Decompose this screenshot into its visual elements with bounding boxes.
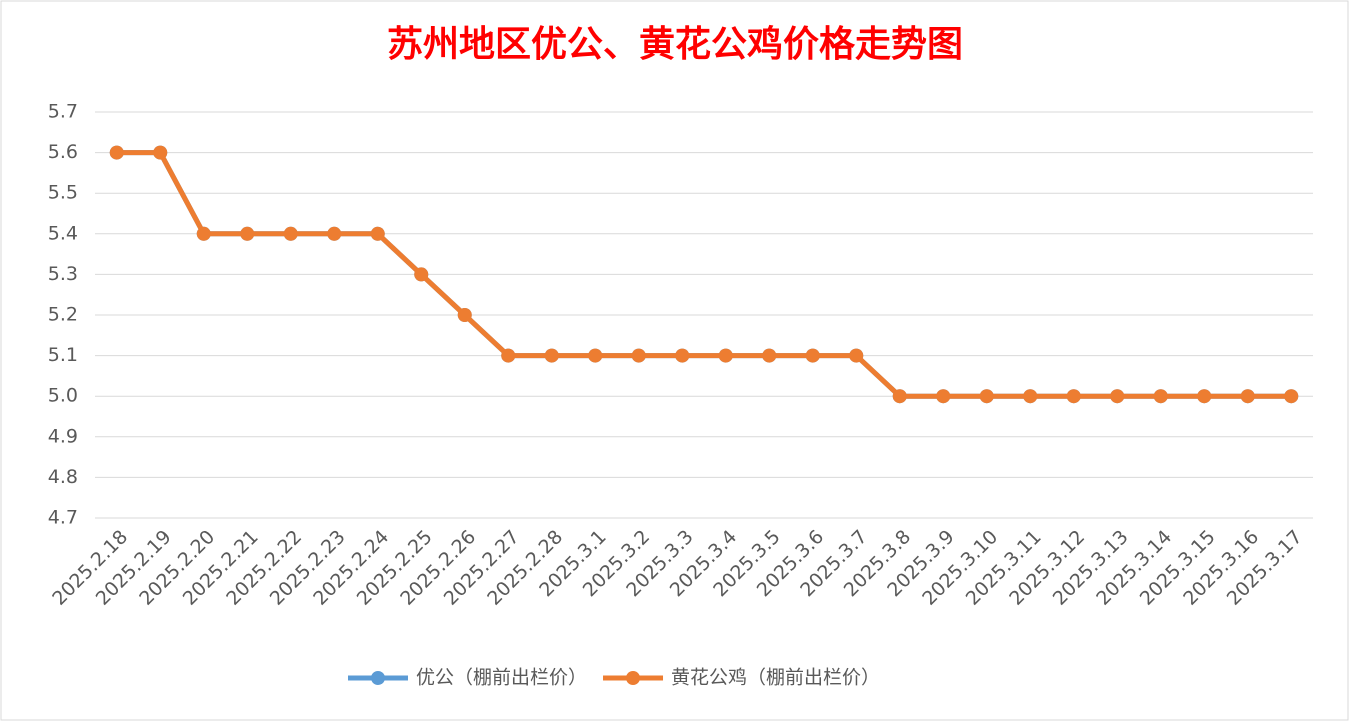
legend-label: 优公（棚前出栏价） xyxy=(416,667,587,689)
y-tick-label: 5.5 xyxy=(48,182,78,204)
data-point xyxy=(370,226,385,241)
data-point xyxy=(109,145,124,160)
data-point xyxy=(979,389,994,404)
data-point xyxy=(936,389,951,404)
data-point xyxy=(501,348,516,363)
chart-title: 苏州地区优公、黄花公鸡价格走势图 xyxy=(387,23,963,65)
data-point xyxy=(414,267,429,282)
data-point xyxy=(1066,389,1081,404)
data-point xyxy=(457,308,472,322)
data-point xyxy=(675,348,690,363)
data-point xyxy=(1023,389,1038,404)
y-tick-label: 4.9 xyxy=(48,425,78,447)
y-tick-label: 4.8 xyxy=(48,466,78,488)
y-tick-label: 5.2 xyxy=(48,304,78,326)
data-point xyxy=(1110,389,1125,404)
series-line xyxy=(116,150,1292,399)
legend-marker xyxy=(626,671,641,685)
data-point xyxy=(762,348,777,363)
data-point xyxy=(196,226,211,241)
y-tick-label: 5.3 xyxy=(48,263,78,285)
data-point xyxy=(544,348,559,363)
data-point xyxy=(1197,389,1212,404)
y-tick-label: 4.7 xyxy=(48,507,78,529)
data-point xyxy=(849,348,864,363)
y-tick-label: 5.1 xyxy=(48,344,78,366)
data-point xyxy=(805,348,820,363)
data-point xyxy=(240,226,255,241)
y-tick-label: 5.0 xyxy=(48,385,78,407)
data-point xyxy=(892,389,907,404)
data-point xyxy=(283,226,298,241)
y-tick-label: 5.6 xyxy=(48,141,78,163)
data-point xyxy=(718,348,733,363)
data-point xyxy=(631,348,646,363)
data-point xyxy=(1240,389,1255,404)
data-point xyxy=(1284,389,1299,404)
y-tick-label: 5.7 xyxy=(48,101,78,123)
legend-marker xyxy=(371,671,385,685)
data-point xyxy=(153,145,168,160)
data-point xyxy=(327,226,342,241)
data-point xyxy=(588,348,603,363)
legend-label: 黄花公鸡（棚前出栏价） xyxy=(671,667,880,689)
y-tick-label: 5.4 xyxy=(48,222,78,244)
data-point xyxy=(1153,389,1168,404)
